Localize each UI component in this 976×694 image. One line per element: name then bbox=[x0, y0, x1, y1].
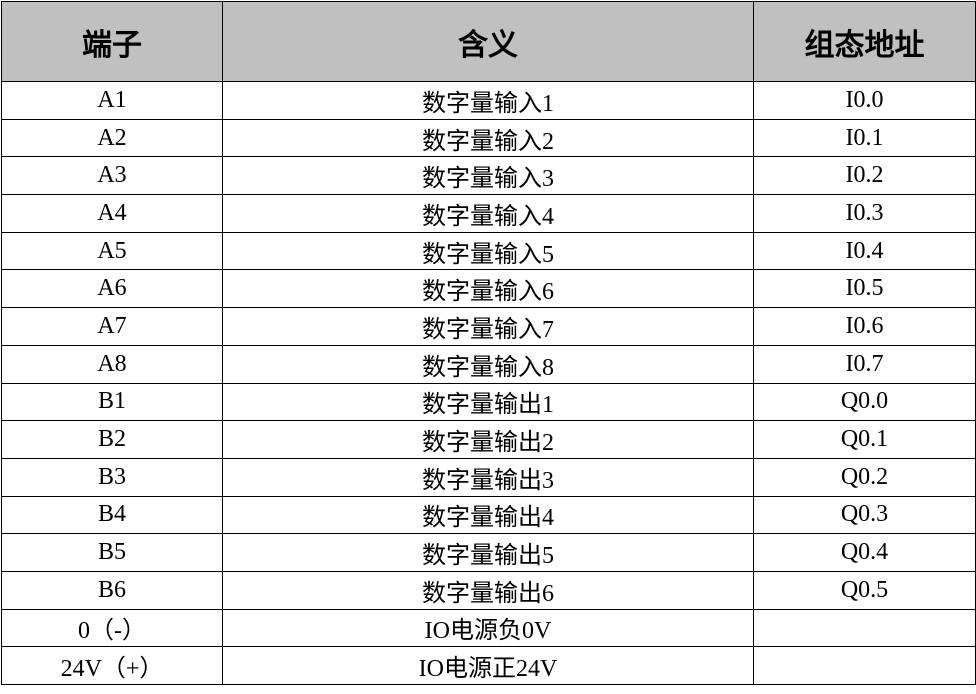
terminal-cell: 0（-） bbox=[1, 608, 223, 648]
meaning-cell: 数字量输出3 bbox=[222, 457, 754, 497]
meaning-cell: 数字量输入1 bbox=[222, 81, 754, 120]
meaning-cell: 数字量输入5 bbox=[222, 231, 754, 271]
header-address: 组态地址 bbox=[753, 1, 976, 82]
table-row: A7 数字量输入7 I0.6 bbox=[1, 307, 976, 346]
table-row: A6 数字量输入6 I0.5 bbox=[1, 269, 976, 309]
header-meaning: 含义 bbox=[222, 1, 754, 82]
terminal-cell: B1 bbox=[1, 382, 223, 422]
address-cell: Q0.5 bbox=[753, 570, 976, 610]
address-cell: Q0.2 bbox=[753, 457, 976, 497]
terminal-cell: A3 bbox=[1, 156, 223, 196]
address-cell: I0.2 bbox=[753, 156, 976, 196]
terminal-cell: 24V（+） bbox=[1, 646, 223, 685]
table-row: B1 数字量输出1 Q0.0 bbox=[1, 382, 976, 422]
table-row: B6 数字量输出6 Q0.5 bbox=[1, 570, 976, 610]
meaning-cell: 数字量输入7 bbox=[222, 307, 754, 346]
table-row: A3 数字量输入3 I0.2 bbox=[1, 156, 976, 196]
meaning-cell: 数字量输入8 bbox=[222, 344, 754, 384]
address-cell: Q0.4 bbox=[753, 533, 976, 572]
meaning-cell: 数字量输出4 bbox=[222, 495, 754, 535]
address-cell bbox=[753, 608, 976, 648]
terminal-cell: A1 bbox=[1, 81, 223, 120]
meaning-cell: 数字量输出6 bbox=[222, 570, 754, 610]
address-cell: I0.7 bbox=[753, 344, 976, 384]
table-row: 24V（+） IO电源正24V bbox=[1, 646, 976, 685]
table-row: B5 数字量输出5 Q0.4 bbox=[1, 533, 976, 572]
terminal-cell: A7 bbox=[1, 307, 223, 346]
meaning-cell: IO电源负0V bbox=[222, 608, 754, 648]
terminal-cell: A4 bbox=[1, 194, 223, 233]
address-cell: Q0.1 bbox=[753, 420, 976, 459]
address-cell: I0.5 bbox=[753, 269, 976, 309]
terminal-cell: A5 bbox=[1, 231, 223, 271]
terminal-cell: B3 bbox=[1, 457, 223, 497]
meaning-cell: 数字量输出5 bbox=[222, 533, 754, 572]
address-cell: Q0.3 bbox=[753, 495, 976, 535]
terminal-cell: B4 bbox=[1, 495, 223, 535]
table-row: A2 数字量输入2 I0.1 bbox=[1, 118, 976, 158]
meaning-cell: 数字量输入6 bbox=[222, 269, 754, 309]
table-row: A1 数字量输入1 I0.0 bbox=[1, 81, 976, 120]
address-cell: I0.6 bbox=[753, 307, 976, 346]
table-row: A4 数字量输入4 I0.3 bbox=[1, 194, 976, 233]
table-row: B3 数字量输出3 Q0.2 bbox=[1, 457, 976, 497]
table-row: A8 数字量输入8 I0.7 bbox=[1, 344, 976, 384]
meaning-cell: 数字量输入3 bbox=[222, 156, 754, 196]
terminal-cell: B6 bbox=[1, 570, 223, 610]
table-row: 0（-） IO电源负0V bbox=[1, 608, 976, 648]
terminal-cell: A6 bbox=[1, 269, 223, 309]
address-cell: I0.1 bbox=[753, 118, 976, 158]
header-row: 端子 含义 组态地址 bbox=[1, 1, 976, 82]
address-cell: I0.3 bbox=[753, 194, 976, 233]
address-cell: Q0.0 bbox=[753, 382, 976, 422]
address-cell bbox=[753, 646, 976, 685]
terminal-cell: A8 bbox=[1, 344, 223, 384]
terminal-cell: B5 bbox=[1, 533, 223, 572]
terminal-cell: B2 bbox=[1, 420, 223, 459]
meaning-cell: 数字量输入2 bbox=[222, 118, 754, 158]
table-row: A5 数字量输入5 I0.4 bbox=[1, 231, 976, 271]
terminal-cell: A2 bbox=[1, 118, 223, 158]
meaning-cell: 数字量输入4 bbox=[222, 194, 754, 233]
meaning-cell: 数字量输出1 bbox=[222, 382, 754, 422]
address-cell: I0.4 bbox=[753, 231, 976, 271]
table-row: B2 数字量输出2 Q0.1 bbox=[1, 420, 976, 459]
table-row: B4 数字量输出4 Q0.3 bbox=[1, 495, 976, 535]
meaning-cell: IO电源正24V bbox=[222, 646, 754, 685]
meaning-cell: 数字量输出2 bbox=[222, 420, 754, 459]
address-cell: I0.0 bbox=[753, 81, 976, 120]
header-terminal: 端子 bbox=[1, 1, 223, 82]
